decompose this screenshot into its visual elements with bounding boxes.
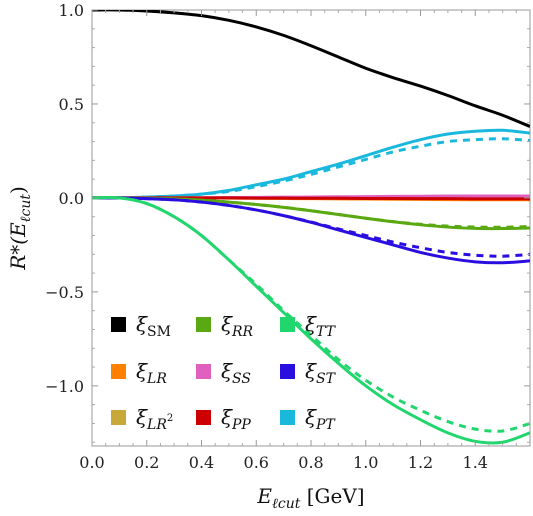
legend-label: ξSM	[136, 312, 171, 340]
x-axis-label: Eℓcut [GeV]	[256, 484, 364, 512]
axis-labels: Eℓcut [GeV] R*(Eℓcut)	[6, 186, 365, 512]
legend-label: ξTT	[305, 312, 337, 340]
x-tick-label: 0.6	[244, 453, 269, 472]
legend-label: ξLR2	[136, 405, 173, 433]
y-tick-label: −0.5	[45, 283, 84, 302]
y-tick-label: 0.5	[59, 95, 84, 114]
legend: ξSM ξLR ξLR2 ξRR ξSS ξPP ξTT ξST ξPT	[111, 312, 337, 433]
series-line	[92, 196, 530, 231]
axis-ticks: 0.0 0.2 0.4 0.6 0.8 1.0 1.2 1.4 1.0 0.5 0.0 −0.5 −1.…	[45, 1, 530, 472]
legend-label: ξSS	[221, 359, 251, 387]
legend-label: ξPT	[305, 405, 336, 433]
y-tick-label: 0.0	[59, 189, 84, 208]
series-line	[92, 196, 530, 258]
legend-swatch	[111, 410, 126, 425]
x-tick-label: 1.2	[408, 453, 433, 472]
legend-label: ξRR	[221, 312, 254, 340]
legend-swatch	[111, 317, 126, 332]
legend-label: ξPP	[221, 405, 251, 433]
legend-swatch	[196, 364, 211, 379]
legend-swatch	[280, 364, 295, 379]
series-line	[92, 196, 530, 229]
legend-swatch	[196, 410, 211, 425]
series-line	[92, 10, 530, 128]
x-tick-label: 1.4	[463, 453, 488, 472]
y-axis-label: R*(Eℓcut)	[6, 186, 34, 271]
x-tick-label: 1.0	[353, 453, 378, 472]
legend-swatch	[280, 410, 295, 425]
x-tick-label: 0.4	[189, 453, 214, 472]
series-line	[92, 128, 530, 200]
legend-swatch	[196, 317, 211, 332]
x-tick-label: 0.0	[79, 453, 104, 472]
y-tick-label: −1.0	[45, 377, 84, 396]
series-line	[92, 137, 530, 200]
series-group	[92, 10, 530, 445]
x-tick-label: 0.2	[134, 453, 159, 472]
legend-swatch	[111, 364, 126, 379]
x-tick-label: 0.8	[298, 453, 323, 472]
legend-label: ξLR	[136, 359, 167, 387]
legend-label: ξST	[305, 359, 337, 387]
legend-swatch	[280, 317, 295, 332]
y-tick-label: 1.0	[59, 1, 84, 20]
series-line	[92, 196, 530, 445]
